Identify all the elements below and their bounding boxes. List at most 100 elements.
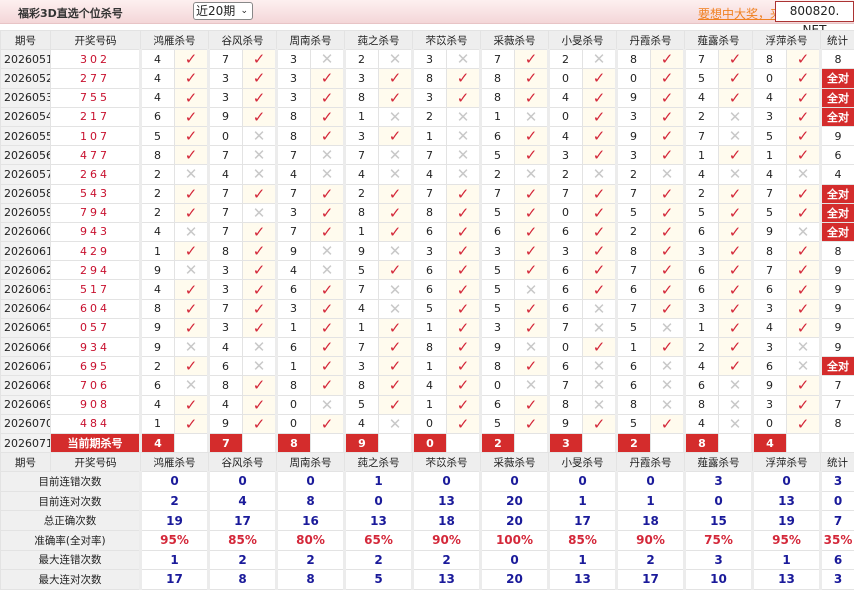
- kill-number: 2: [139, 164, 175, 185]
- kill-number: 9: [139, 336, 175, 358]
- check-icon: ✓: [786, 298, 821, 319]
- cross-icon: ✕: [242, 145, 277, 166]
- kill-number: 5: [343, 260, 379, 281]
- check-icon: ✓: [650, 202, 685, 223]
- cross-icon: ✕: [310, 145, 345, 166]
- kill-number: 1: [615, 336, 651, 358]
- table-row: 2026058 543 2 ✓ 7 ✓ 7 ✓ 2 ✓ 7 ✓ 7 ✓ 7 ✓ 7 ✓ 2 ✓ 7 ✓ 全对: [0, 183, 854, 204]
- summary-value: 1: [139, 549, 209, 571]
- kill-number: 6: [547, 356, 583, 377]
- table-row: 2026055 107 5 ✓ 0 ✕ 8 ✓ 3 ✓ 1 ✕ 6 ✓ 4 ✓ 9 ✓ 7 ✕ 5 ✓ 9: [0, 125, 854, 147]
- kill-number: 8: [343, 375, 379, 396]
- cross-icon: ✕: [582, 317, 617, 339]
- kill-number: 0: [207, 125, 243, 147]
- check-icon: ✓: [310, 221, 345, 243]
- kill-number: 5: [751, 125, 787, 147]
- issue-cell: 2026054: [0, 106, 51, 127]
- check-icon: ✓: [514, 221, 549, 243]
- check-icon: ✓: [378, 183, 413, 204]
- kill-number: 0: [411, 413, 447, 434]
- check-icon: ✓: [174, 413, 209, 434]
- cross-icon: ✕: [650, 375, 685, 396]
- summary-value: 20: [479, 569, 549, 590]
- check-icon: ✓: [718, 68, 753, 89]
- issue-cell: 2026057: [0, 164, 51, 185]
- kill-number: 3: [275, 87, 311, 108]
- kill-number: 4: [751, 164, 787, 185]
- stat-cell: 7: [819, 394, 854, 415]
- check-icon: ✓: [242, 298, 277, 319]
- kill-number: 4: [343, 413, 379, 434]
- draw-number: 477: [50, 145, 141, 166]
- kill-number: 3: [547, 241, 583, 262]
- summary-label: 目前连错次数: [0, 471, 141, 492]
- kill-number: 7: [207, 183, 243, 204]
- check-icon: ✓: [650, 106, 685, 127]
- stat-cell: 全对: [819, 183, 854, 204]
- col-expert: 采薇杀号: [480, 29, 549, 51]
- kill-number: 2: [343, 49, 379, 70]
- summary-value: 20: [479, 510, 549, 531]
- cross-icon: ✕: [310, 164, 345, 185]
- check-icon: ✓: [174, 183, 209, 204]
- kill-number: 1: [343, 317, 379, 339]
- check-icon: ✓: [786, 49, 821, 70]
- page-title: 福彩3D直选个位杀号: [18, 7, 123, 20]
- cross-icon: ✕: [718, 106, 753, 127]
- col-expert: 浮萍杀号: [752, 451, 821, 473]
- summary-value: 2: [139, 490, 209, 512]
- draw-number: 706: [50, 375, 141, 396]
- issue-cell: 2026055: [0, 125, 51, 147]
- kill-number: 7: [479, 183, 515, 204]
- kill-number: 9: [275, 241, 311, 262]
- promo-link[interactable]: 要想中大奖，来: [698, 7, 778, 21]
- stat-cell: 8: [819, 413, 854, 434]
- check-icon: ✓: [446, 241, 481, 262]
- check-icon: ✓: [718, 87, 753, 108]
- cross-icon: ✕: [514, 164, 549, 185]
- kill-number: 6: [207, 356, 243, 377]
- cross-icon: ✕: [174, 336, 209, 358]
- summary-value: 19: [139, 510, 209, 531]
- summary-value: 16: [275, 510, 345, 531]
- summary-value: 17: [139, 569, 209, 590]
- cross-icon: ✕: [174, 260, 209, 281]
- current-kill-number: 4: [139, 432, 175, 454]
- table-row: 2026051 302 4 ✓ 7 ✓ 3 ✕ 2 ✕ 3 ✕ 7 ✓ 2 ✕ 8 ✓ 7 ✓ 8 ✓ 8: [0, 49, 854, 70]
- kill-number: 3: [343, 125, 379, 147]
- check-icon: ✓: [310, 375, 345, 396]
- current-kill-number: 0: [411, 432, 447, 454]
- kill-number: 8: [547, 394, 583, 415]
- check-icon: ✓: [242, 68, 277, 89]
- kill-number: 2: [547, 49, 583, 70]
- check-icon: ✓: [242, 221, 277, 243]
- period-select[interactable]: 近20期 ⌄: [193, 2, 253, 20]
- kill-number: 8: [207, 241, 243, 262]
- kill-number: 6: [683, 375, 719, 396]
- cross-icon: ✕: [378, 106, 413, 127]
- cross-icon: ✕: [310, 241, 345, 262]
- cross-icon: ✕: [718, 413, 753, 434]
- draw-number: 302: [50, 49, 141, 70]
- check-icon: ✓: [718, 317, 753, 339]
- summary-row: 目前连对次数 2 4 8 0 13 20 1 1 0 13 0: [0, 490, 854, 512]
- table-row: 2026060 943 4 ✕ 7 ✓ 7 ✓ 1 ✓ 6 ✓ 6 ✓ 6 ✓ 2 ✓ 6 ✓ 9 ✕ 全对: [0, 221, 854, 243]
- check-icon: ✓: [378, 87, 413, 108]
- current-kill-number: 3: [547, 432, 583, 454]
- kill-number: 6: [547, 298, 583, 319]
- kill-number: 0: [547, 106, 583, 127]
- cross-icon: ✕: [514, 279, 549, 300]
- check-icon: ✓: [786, 394, 821, 415]
- kill-number: 3: [411, 241, 447, 262]
- check-icon: ✓: [242, 241, 277, 262]
- kill-number: 5: [479, 413, 515, 434]
- summary-value: 5: [343, 569, 413, 590]
- cross-icon: ✕: [446, 164, 481, 185]
- cross-icon: ✕: [514, 106, 549, 127]
- kill-number: 6: [751, 356, 787, 377]
- kill-number: 7: [343, 279, 379, 300]
- kill-number: 3: [343, 68, 379, 89]
- draw-number: 517: [50, 279, 141, 300]
- kill-number: 7: [207, 145, 243, 166]
- kill-number: 2: [683, 336, 719, 358]
